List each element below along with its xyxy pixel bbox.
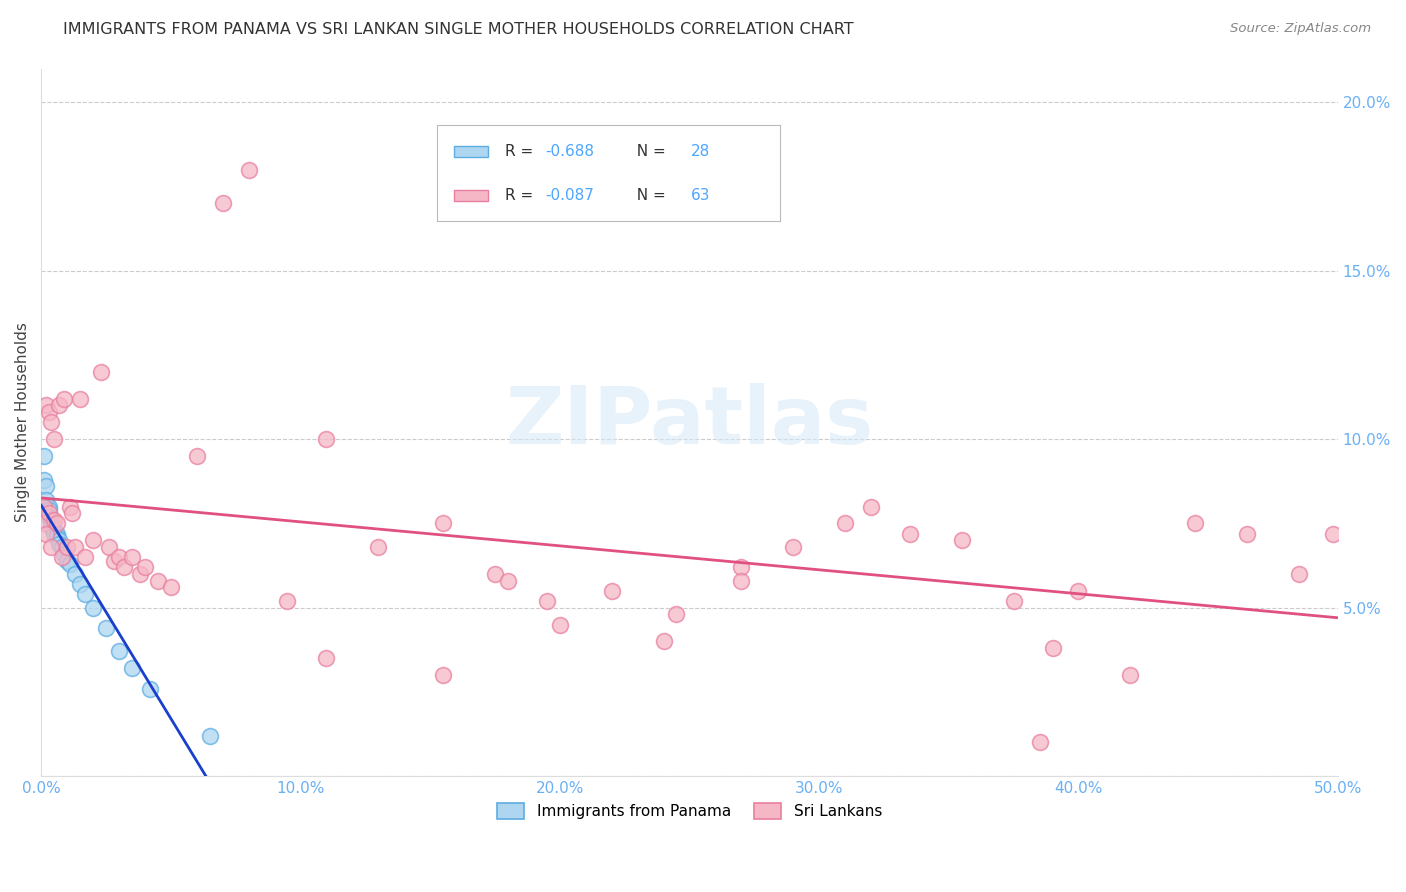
Point — [42, 432, 65, 446]
Point — [75, 550, 97, 565]
Point — [59, 557, 82, 571]
Point — [198, 729, 221, 743]
Point — [730, 574, 752, 588]
Point — [367, 540, 389, 554]
Point — [1067, 583, 1090, 598]
Point — [730, 560, 752, 574]
Point — [128, 566, 150, 581]
Point — [32, 473, 55, 487]
Point — [600, 583, 623, 598]
Point — [652, 634, 675, 648]
Point — [315, 432, 337, 446]
Point — [108, 550, 131, 565]
Point — [35, 492, 58, 507]
Point — [82, 533, 104, 548]
Point — [48, 399, 70, 413]
Point — [42, 523, 65, 537]
Point — [51, 550, 73, 565]
Point — [1042, 641, 1064, 656]
Point — [41, 540, 63, 554]
Point — [834, 516, 856, 531]
Point — [82, 600, 104, 615]
Point — [42, 513, 65, 527]
Point — [41, 513, 63, 527]
Point — [536, 594, 558, 608]
Point — [1236, 526, 1258, 541]
Point — [69, 577, 91, 591]
Point — [97, 540, 120, 554]
Point — [56, 540, 79, 554]
Point — [146, 574, 169, 588]
Point — [1119, 668, 1142, 682]
Point — [56, 553, 79, 567]
Point — [48, 536, 70, 550]
Text: Source: ZipAtlas.com: Source: ZipAtlas.com — [1230, 22, 1371, 36]
Point — [484, 566, 506, 581]
Point — [38, 509, 60, 524]
Legend: Immigrants from Panama, Sri Lankans: Immigrants from Panama, Sri Lankans — [491, 797, 889, 825]
Text: ZIPatlas: ZIPatlas — [505, 384, 873, 461]
Point — [75, 587, 97, 601]
Point — [69, 392, 91, 406]
Point — [45, 526, 67, 541]
Point — [41, 520, 63, 534]
Y-axis label: Single Mother Households: Single Mother Households — [15, 322, 30, 523]
Point — [45, 516, 67, 531]
Point — [1288, 566, 1310, 581]
Point — [121, 550, 143, 565]
Point — [315, 651, 337, 665]
Point — [859, 500, 882, 514]
Point — [41, 415, 63, 429]
Point — [35, 479, 58, 493]
Point — [63, 566, 86, 581]
Point — [665, 607, 688, 622]
Point — [60, 506, 83, 520]
Point — [238, 162, 260, 177]
Point — [35, 399, 58, 413]
Point — [32, 500, 55, 514]
Point — [782, 540, 804, 554]
Point — [103, 553, 125, 567]
Point — [38, 506, 60, 520]
Point — [1002, 594, 1025, 608]
Point — [38, 405, 60, 419]
Point — [134, 560, 156, 574]
Point — [63, 540, 86, 554]
Point — [898, 526, 921, 541]
Point — [53, 547, 76, 561]
Point — [108, 644, 131, 658]
Point — [94, 621, 117, 635]
Point — [32, 449, 55, 463]
Point — [32, 516, 55, 531]
Point — [42, 526, 65, 541]
Point — [496, 574, 519, 588]
Point — [121, 661, 143, 675]
Point — [38, 500, 60, 514]
Point — [159, 581, 181, 595]
Point — [139, 681, 162, 696]
Point — [53, 392, 76, 406]
Point — [211, 196, 233, 211]
Point — [59, 500, 82, 514]
Point — [432, 668, 454, 682]
Point — [276, 594, 298, 608]
Point — [950, 533, 973, 548]
Point — [1322, 526, 1344, 541]
Point — [90, 365, 112, 379]
Point — [35, 526, 58, 541]
Point — [45, 530, 67, 544]
Text: IMMIGRANTS FROM PANAMA VS SRI LANKAN SINGLE MOTHER HOUSEHOLDS CORRELATION CHART: IMMIGRANTS FROM PANAMA VS SRI LANKAN SIN… — [63, 22, 853, 37]
Point — [51, 540, 73, 554]
Point — [112, 560, 135, 574]
Point — [548, 617, 571, 632]
Point — [48, 533, 70, 548]
Point — [38, 503, 60, 517]
Point — [1184, 516, 1206, 531]
Point — [432, 516, 454, 531]
Point — [1028, 735, 1050, 749]
Point — [186, 449, 208, 463]
